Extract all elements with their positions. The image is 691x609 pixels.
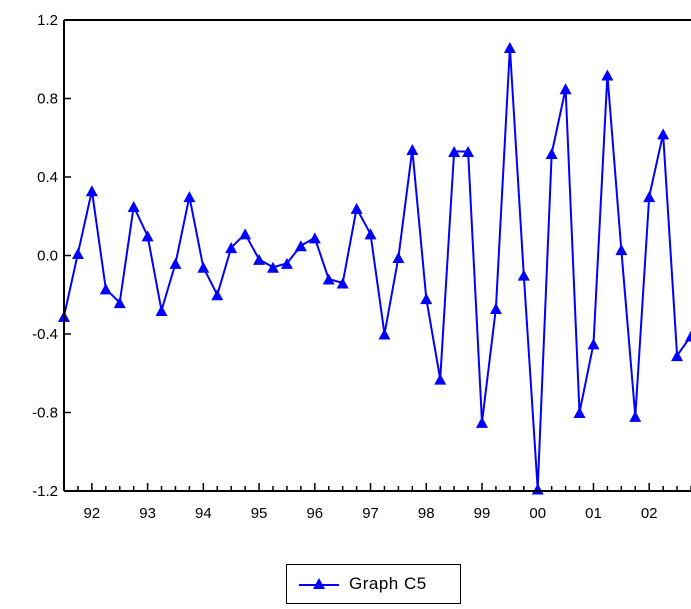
data-point-marker: [643, 191, 656, 203]
data-point-marker: [531, 483, 544, 495]
series-line: [63, 47, 691, 490]
data-point-marker: [587, 338, 600, 350]
data-point-marker: [476, 416, 488, 428]
y-tick-label: -0.4: [32, 326, 58, 343]
data-point-marker: [113, 297, 126, 309]
y-tick-label: -0.8: [32, 405, 58, 422]
data-point-marker: [267, 261, 279, 273]
legend: Graph C5: [286, 564, 461, 604]
data-point-marker: [462, 145, 475, 157]
data-point-marker: [141, 230, 154, 242]
data-point-marker: [420, 293, 433, 305]
data-point-marker: [657, 128, 670, 140]
y-tick-label: -1.2: [32, 483, 58, 500]
x-tick-label: 93: [139, 505, 156, 522]
data-point-marker: [448, 145, 461, 157]
data-point-marker: [71, 248, 84, 260]
data-point-marker: [294, 240, 307, 252]
data-point-marker: [559, 83, 572, 95]
data-point-marker: [601, 69, 614, 81]
data-point-marker: [545, 147, 558, 159]
data-point-marker: [308, 232, 321, 244]
y-tick-label: 0.8: [37, 91, 58, 108]
data-point-marker: [155, 304, 168, 316]
x-tick-label: 99: [474, 505, 491, 522]
data-point-marker: [225, 242, 238, 254]
data-point-marker: [211, 289, 224, 301]
data-point-marker: [99, 283, 112, 295]
data-point-marker: [127, 200, 140, 212]
data-point-marker: [685, 330, 691, 342]
series-graph-c5: [58, 41, 691, 495]
data-point-marker: [183, 191, 196, 203]
data-point-marker: [322, 273, 335, 285]
data-point-marker: [573, 407, 586, 418]
y-tick-label: 1.2: [37, 12, 58, 29]
data-point-marker: [253, 253, 266, 265]
triangle-marker-icon: [313, 578, 325, 589]
x-tick-label: 95: [251, 505, 268, 522]
data-point-marker: [434, 373, 447, 385]
x-tick-label: 97: [362, 505, 379, 522]
data-point-marker: [629, 410, 642, 422]
x-tick-label: 92: [84, 505, 101, 522]
y-tick-label: 0.0: [37, 248, 58, 265]
data-point-marker: [517, 269, 530, 281]
x-tick-label: 01: [585, 505, 602, 522]
data-point-marker: [336, 277, 349, 289]
y-axis: 1.2 0.8 0.4 0.0 -0.4 -0.8 -1.2: [32, 12, 71, 500]
data-point-marker: [489, 302, 502, 314]
data-point-marker: [671, 350, 684, 362]
x-axis: 92 93 94 95 96 97 98 99 00 01 02: [63, 483, 691, 522]
x-tick-label: 98: [418, 505, 435, 522]
data-point-marker: [392, 251, 405, 263]
data-point-marker: [406, 144, 419, 156]
x-tick-label: 00: [529, 505, 546, 522]
data-point-marker: [378, 328, 391, 340]
data-point-marker: [169, 257, 182, 269]
data-point-marker: [85, 185, 98, 197]
data-point-marker: [350, 202, 363, 214]
data-point-marker: [280, 257, 293, 269]
legend-label: Graph C5: [349, 574, 427, 593]
data-point-marker: [239, 228, 252, 240]
data-point-marker: [364, 228, 377, 240]
data-point-marker: [503, 41, 516, 53]
data-point-marker: [197, 261, 210, 273]
data-point-marker: [615, 244, 628, 256]
y-tick-label: 0.4: [37, 169, 58, 186]
x-tick-label: 96: [306, 505, 323, 522]
x-tick-label: 02: [641, 505, 658, 522]
x-tick-label: 94: [195, 505, 212, 522]
